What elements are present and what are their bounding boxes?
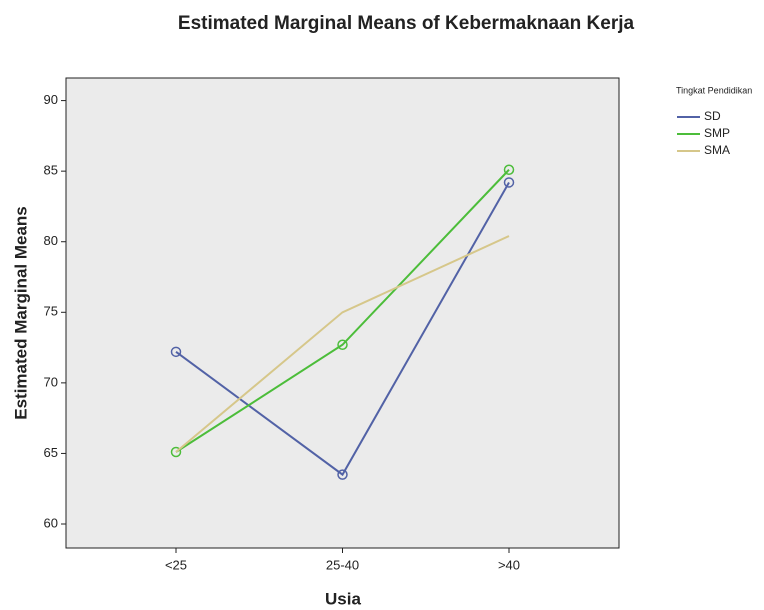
y-axis-title: Estimated Marginal Means xyxy=(11,206,30,420)
y-tick-label: 85 xyxy=(44,163,58,178)
legend-label: SMP xyxy=(704,126,730,140)
y-tick-label: 60 xyxy=(44,515,58,530)
legend-label: SD xyxy=(704,109,721,123)
series-line xyxy=(175,181,510,477)
point-marker xyxy=(337,469,348,480)
point-marker xyxy=(337,339,348,351)
point-marker xyxy=(503,177,515,188)
y-tick-label: 75 xyxy=(44,304,58,319)
legend-title: Tingkat Pendidikan xyxy=(676,85,752,95)
x-tick-label: 25-40 xyxy=(326,557,359,572)
x-axis-title: Usia xyxy=(325,589,361,608)
point-marker xyxy=(170,446,182,458)
y-tick-label: 65 xyxy=(44,445,58,460)
y-tick-label: 80 xyxy=(44,233,58,248)
x-tick-label: >40 xyxy=(498,557,520,572)
y-tick-label: 90 xyxy=(44,92,58,107)
x-tick-label: <25 xyxy=(165,557,187,572)
point-marker xyxy=(170,346,182,358)
chart-title: Estimated Marginal Means of Kebermaknaan… xyxy=(178,13,635,34)
legend-label: SMA xyxy=(704,143,730,157)
y-tick-label: 70 xyxy=(44,374,58,389)
series-line xyxy=(175,169,510,453)
point-marker xyxy=(503,164,515,175)
series-line xyxy=(175,235,510,453)
